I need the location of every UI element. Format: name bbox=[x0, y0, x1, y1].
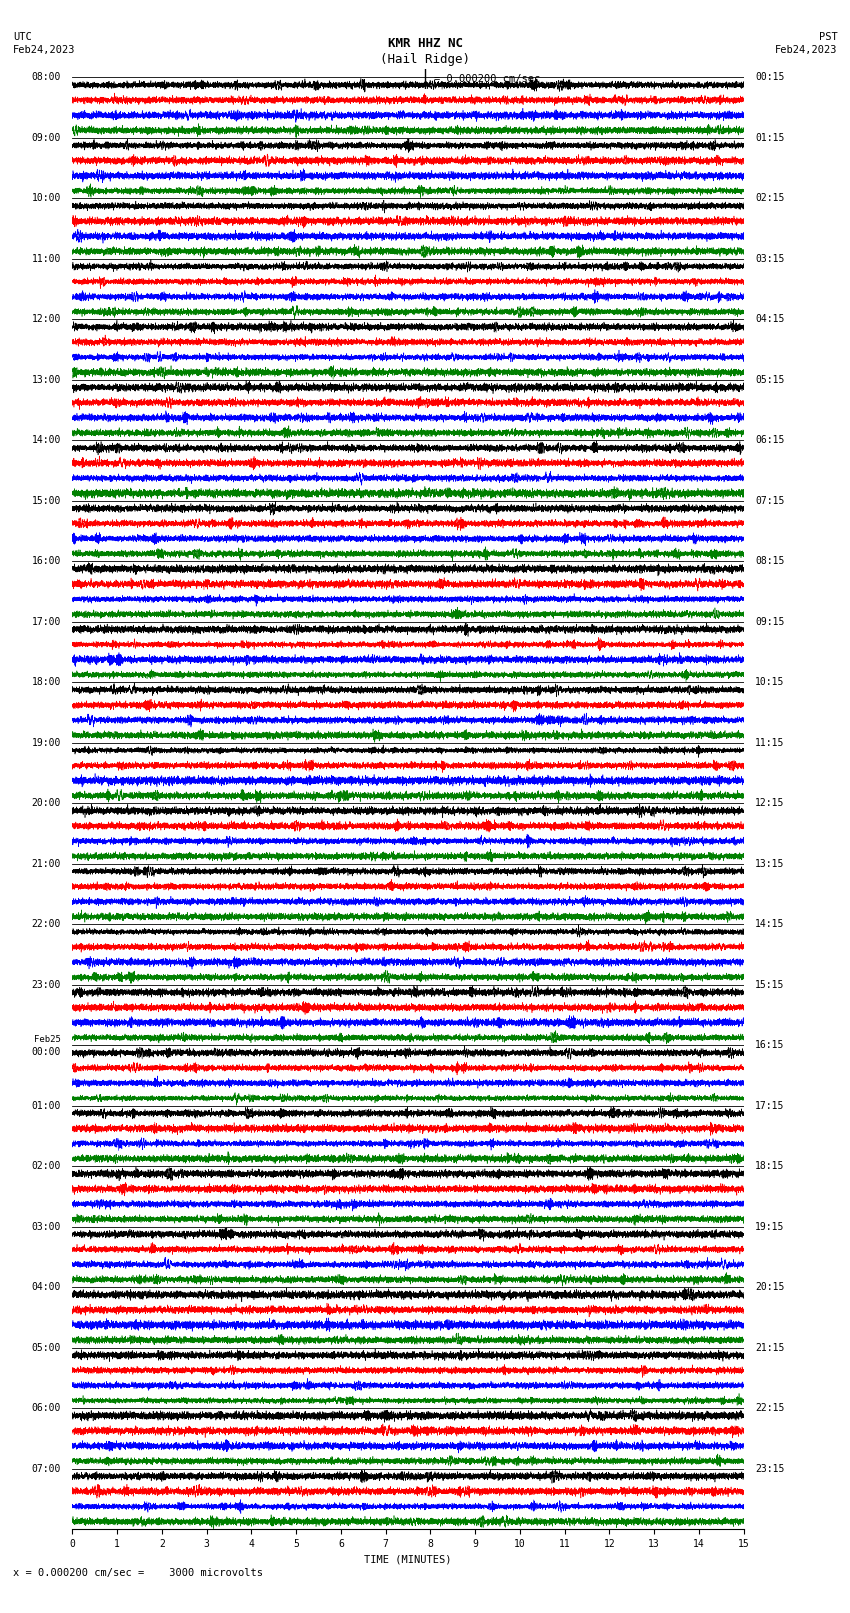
Text: 03:15: 03:15 bbox=[755, 253, 785, 265]
Text: 23:00: 23:00 bbox=[31, 979, 61, 990]
Text: 16:00: 16:00 bbox=[31, 556, 61, 566]
Text: 20:00: 20:00 bbox=[31, 798, 61, 808]
Text: Feb25: Feb25 bbox=[34, 1034, 61, 1044]
Text: 19:00: 19:00 bbox=[31, 737, 61, 748]
Text: 00:15: 00:15 bbox=[755, 73, 785, 82]
Text: 01:00: 01:00 bbox=[31, 1100, 61, 1111]
Text: x = 0.000200 cm/sec =    3000 microvolts: x = 0.000200 cm/sec = 3000 microvolts bbox=[13, 1568, 263, 1578]
Text: 07:15: 07:15 bbox=[755, 495, 785, 506]
Text: PST: PST bbox=[819, 32, 837, 42]
Text: 06:15: 06:15 bbox=[755, 436, 785, 445]
Text: 10:15: 10:15 bbox=[755, 677, 785, 687]
Text: 17:15: 17:15 bbox=[755, 1100, 785, 1111]
Text: 13:00: 13:00 bbox=[31, 374, 61, 386]
Text: 19:15: 19:15 bbox=[755, 1221, 785, 1232]
Text: KMR HHZ NC: KMR HHZ NC bbox=[388, 37, 462, 50]
Text: 11:15: 11:15 bbox=[755, 737, 785, 748]
Text: 17:00: 17:00 bbox=[31, 616, 61, 627]
Text: UTC: UTC bbox=[13, 32, 31, 42]
Text: 03:00: 03:00 bbox=[31, 1221, 61, 1232]
Text: 02:00: 02:00 bbox=[31, 1161, 61, 1171]
Text: (Hail Ridge): (Hail Ridge) bbox=[380, 53, 470, 66]
Text: 13:15: 13:15 bbox=[755, 858, 785, 869]
Text: 06:00: 06:00 bbox=[31, 1403, 61, 1413]
Text: Feb24,2023: Feb24,2023 bbox=[774, 45, 837, 55]
Text: 22:00: 22:00 bbox=[31, 919, 61, 929]
Text: 15:15: 15:15 bbox=[755, 979, 785, 990]
Text: 07:00: 07:00 bbox=[31, 1463, 61, 1474]
X-axis label: TIME (MINUTES): TIME (MINUTES) bbox=[365, 1555, 451, 1565]
Text: 10:00: 10:00 bbox=[31, 194, 61, 203]
Text: 20:15: 20:15 bbox=[755, 1282, 785, 1292]
Text: 23:15: 23:15 bbox=[755, 1463, 785, 1474]
Text: 22:15: 22:15 bbox=[755, 1403, 785, 1413]
Text: 09:00: 09:00 bbox=[31, 132, 61, 144]
Text: 09:15: 09:15 bbox=[755, 616, 785, 627]
Text: 14:15: 14:15 bbox=[755, 919, 785, 929]
Text: 02:15: 02:15 bbox=[755, 194, 785, 203]
Text: 04:00: 04:00 bbox=[31, 1282, 61, 1292]
Text: 18:15: 18:15 bbox=[755, 1161, 785, 1171]
Text: 15:00: 15:00 bbox=[31, 495, 61, 506]
Text: 16:15: 16:15 bbox=[755, 1040, 785, 1050]
Text: 00:00: 00:00 bbox=[31, 1047, 61, 1057]
Text: 08:15: 08:15 bbox=[755, 556, 785, 566]
Text: 21:00: 21:00 bbox=[31, 858, 61, 869]
Text: = 0.000200 cm/sec: = 0.000200 cm/sec bbox=[434, 74, 540, 84]
Text: 04:15: 04:15 bbox=[755, 315, 785, 324]
Text: 01:15: 01:15 bbox=[755, 132, 785, 144]
Text: 12:15: 12:15 bbox=[755, 798, 785, 808]
Text: 11:00: 11:00 bbox=[31, 253, 61, 265]
Text: 05:15: 05:15 bbox=[755, 374, 785, 386]
Text: 14:00: 14:00 bbox=[31, 436, 61, 445]
Text: 05:00: 05:00 bbox=[31, 1342, 61, 1353]
Text: 12:00: 12:00 bbox=[31, 315, 61, 324]
Text: Feb24,2023: Feb24,2023 bbox=[13, 45, 76, 55]
Text: 18:00: 18:00 bbox=[31, 677, 61, 687]
Text: 21:15: 21:15 bbox=[755, 1342, 785, 1353]
Text: 08:00: 08:00 bbox=[31, 73, 61, 82]
